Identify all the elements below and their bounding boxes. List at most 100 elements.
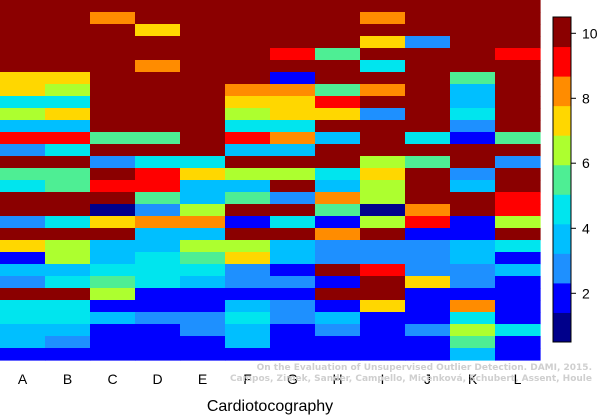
heatmap-cell bbox=[495, 204, 541, 217]
heatmap-cell bbox=[495, 72, 541, 85]
heatmap-cell bbox=[405, 168, 451, 181]
heatmap-cell bbox=[495, 120, 541, 133]
heatmap-cell bbox=[360, 204, 406, 217]
heatmap-cell bbox=[405, 120, 451, 133]
x-tick-label: L bbox=[514, 371, 522, 387]
heatmap-cell bbox=[45, 336, 91, 349]
heatmap-cell bbox=[270, 48, 316, 61]
heatmap-cell bbox=[135, 72, 181, 85]
heatmap-cell bbox=[495, 192, 541, 205]
heatmap-cell bbox=[450, 60, 496, 73]
heatmap-cell bbox=[405, 156, 451, 169]
heatmap-cell bbox=[0, 36, 46, 49]
heatmap-cell bbox=[180, 24, 226, 37]
heatmap-cell bbox=[225, 96, 271, 109]
heatmap-cell bbox=[315, 264, 361, 277]
heatmap-cell bbox=[135, 216, 181, 229]
heatmap-cell bbox=[90, 336, 136, 349]
heatmap-cell bbox=[270, 264, 316, 277]
heatmap-cell bbox=[360, 300, 406, 313]
heatmap-cell bbox=[45, 0, 91, 13]
heatmap-cell bbox=[0, 132, 46, 145]
heatmap-cell bbox=[270, 72, 316, 85]
heatmap-cell bbox=[180, 180, 226, 193]
heatmap-cell bbox=[360, 84, 406, 97]
heatmap-cell bbox=[360, 72, 406, 85]
heatmap-cell bbox=[315, 0, 361, 13]
heatmap-cell bbox=[90, 132, 136, 145]
heatmap-cell bbox=[225, 0, 271, 13]
heatmap-cell bbox=[495, 0, 541, 13]
heatmap-cell bbox=[225, 60, 271, 73]
heatmap-cell bbox=[360, 312, 406, 325]
heatmap-cell bbox=[450, 276, 496, 289]
heatmap-cell bbox=[450, 120, 496, 133]
heatmap-cell bbox=[90, 36, 136, 49]
x-tick-label: B bbox=[63, 371, 72, 387]
heatmap-cell bbox=[45, 144, 91, 157]
heatmap-cell bbox=[450, 204, 496, 217]
heatmap-cell bbox=[450, 216, 496, 229]
x-tick-label: E bbox=[198, 371, 207, 387]
heatmap-cell bbox=[405, 36, 451, 49]
heatmap-cell bbox=[45, 324, 91, 337]
heatmap-cell bbox=[315, 204, 361, 217]
heatmap-cell bbox=[225, 276, 271, 289]
heatmap-cell bbox=[135, 192, 181, 205]
heatmap-cell bbox=[0, 228, 46, 241]
x-tick-label: I bbox=[381, 371, 385, 387]
heatmap-cell bbox=[45, 36, 91, 49]
heatmap-cell bbox=[225, 180, 271, 193]
heatmap-cell bbox=[405, 72, 451, 85]
heatmap-cell bbox=[360, 48, 406, 61]
heatmap-cell bbox=[45, 192, 91, 205]
heatmap-cell bbox=[315, 288, 361, 301]
heatmap-cell bbox=[0, 276, 46, 289]
heatmap-cell bbox=[405, 324, 451, 337]
heatmap-cell bbox=[495, 156, 541, 169]
heatmap-cell bbox=[315, 252, 361, 265]
heatmap-cell bbox=[315, 144, 361, 157]
heatmap-cell bbox=[270, 24, 316, 37]
colorbar-frame bbox=[552, 16, 572, 343]
heatmap-cell bbox=[270, 192, 316, 205]
heatmap-cell bbox=[405, 264, 451, 277]
heatmap-cell bbox=[180, 132, 226, 145]
heatmap-cell bbox=[90, 24, 136, 37]
heatmap-cell bbox=[225, 132, 271, 145]
x-tick-label: D bbox=[152, 371, 162, 387]
colorbar-segment bbox=[553, 194, 571, 225]
heatmap-cell bbox=[405, 144, 451, 157]
heatmap-cell bbox=[90, 12, 136, 25]
heatmap-cell bbox=[225, 192, 271, 205]
heatmap-cell bbox=[90, 168, 136, 181]
heatmap-cell bbox=[45, 216, 91, 229]
heatmap-cell bbox=[225, 300, 271, 313]
x-axis-label: Cardiotocography bbox=[207, 398, 333, 415]
heatmap-cell bbox=[90, 348, 136, 361]
heatmap-cell bbox=[405, 276, 451, 289]
heatmap-cell bbox=[360, 132, 406, 145]
heatmap-cell bbox=[270, 144, 316, 157]
heatmap-cell bbox=[180, 204, 226, 217]
x-tick-label: A bbox=[18, 371, 28, 387]
heatmap-cell bbox=[225, 216, 271, 229]
heatmap-cell bbox=[45, 60, 91, 73]
heatmap-cell bbox=[45, 96, 91, 109]
heatmap-cell bbox=[450, 228, 496, 241]
heatmap-cell bbox=[0, 72, 46, 85]
heatmap-cell bbox=[450, 144, 496, 157]
heatmap-cell bbox=[405, 60, 451, 73]
heatmap-cell bbox=[360, 288, 406, 301]
heatmap-cell bbox=[405, 84, 451, 97]
heatmap-cell bbox=[45, 24, 91, 37]
heatmap-cell bbox=[270, 132, 316, 145]
heatmap-cell bbox=[495, 324, 541, 337]
heatmap-cell bbox=[45, 228, 91, 241]
heatmap-cell bbox=[315, 48, 361, 61]
watermark-line: Campos, Zimek, Sander, Campello, Micenko… bbox=[230, 374, 592, 384]
colorbar bbox=[552, 16, 572, 343]
colorbar-segment bbox=[553, 223, 571, 254]
heatmap-cell bbox=[45, 204, 91, 217]
heatmap-cell bbox=[270, 348, 316, 361]
